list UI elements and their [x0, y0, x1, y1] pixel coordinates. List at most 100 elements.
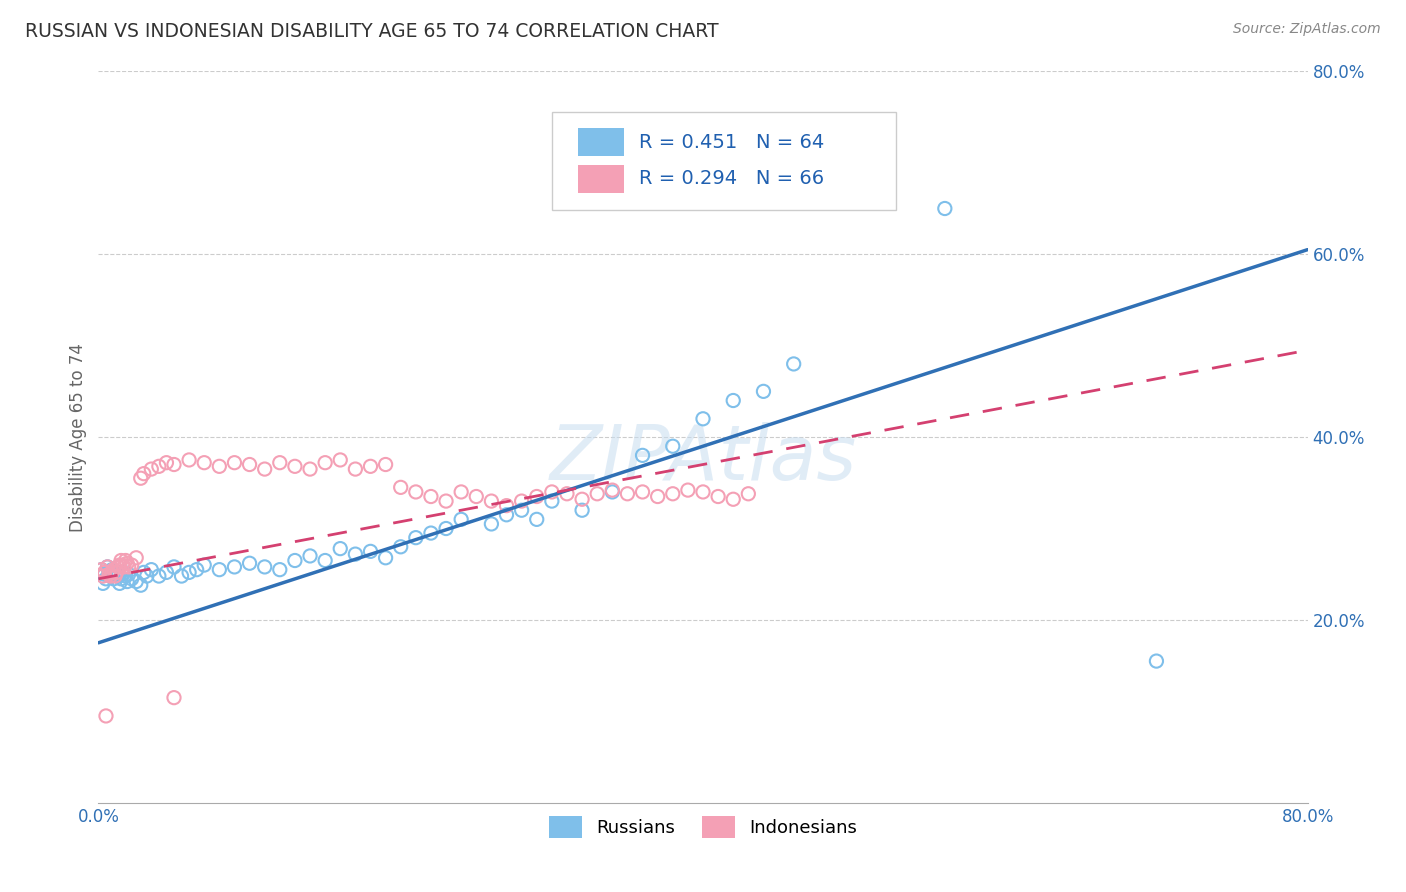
Point	[284, 459, 307, 474]
Point	[420, 526, 443, 541]
Point	[110, 553, 132, 567]
Point	[253, 462, 276, 476]
Point	[94, 572, 117, 586]
Point	[163, 690, 186, 705]
Point	[107, 569, 129, 583]
Point	[155, 456, 177, 470]
Point	[707, 490, 730, 504]
Text: ZIPAtlas: ZIPAtlas	[550, 422, 856, 496]
Point	[495, 499, 517, 513]
Point	[526, 512, 548, 526]
Point	[125, 574, 148, 589]
Point	[269, 456, 291, 470]
Point	[253, 560, 276, 574]
Point	[115, 574, 138, 589]
FancyBboxPatch shape	[578, 165, 624, 193]
Point	[163, 560, 186, 574]
Point	[135, 569, 157, 583]
Point	[91, 569, 114, 583]
Point	[224, 560, 246, 574]
Point	[108, 558, 131, 573]
Point	[114, 569, 136, 583]
Point	[141, 462, 163, 476]
Point	[540, 494, 562, 508]
Point	[121, 558, 143, 573]
Point	[239, 458, 262, 472]
Point	[107, 560, 129, 574]
Point	[1144, 654, 1167, 668]
Point	[179, 453, 201, 467]
Point	[571, 492, 593, 507]
Point	[631, 448, 654, 462]
Point	[465, 490, 488, 504]
Point	[692, 412, 714, 426]
FancyBboxPatch shape	[578, 128, 624, 156]
Point	[148, 569, 170, 583]
Point	[540, 485, 562, 500]
Point	[481, 516, 503, 531]
Point	[100, 569, 122, 583]
Point	[661, 487, 683, 501]
Point	[112, 560, 135, 574]
Point	[344, 547, 367, 561]
Point	[208, 563, 231, 577]
Point	[314, 553, 336, 567]
Y-axis label: Disability Age 65 to 74: Disability Age 65 to 74	[69, 343, 87, 532]
Point	[389, 480, 412, 494]
Point	[224, 456, 246, 470]
Point	[132, 566, 155, 580]
Point	[239, 556, 262, 570]
Point	[510, 503, 533, 517]
Point	[193, 456, 215, 470]
Point	[374, 550, 396, 565]
Point	[450, 512, 472, 526]
Point	[118, 560, 141, 574]
Point	[93, 566, 115, 580]
Point	[434, 521, 457, 535]
Point	[103, 563, 125, 577]
Text: Source: ZipAtlas.com: Source: ZipAtlas.com	[1233, 22, 1381, 37]
Point	[104, 567, 127, 582]
Point	[571, 503, 593, 517]
Point	[90, 563, 112, 577]
Point	[98, 566, 121, 580]
Point	[101, 563, 124, 577]
Point	[420, 490, 443, 504]
Point	[111, 558, 134, 573]
Point	[98, 567, 121, 582]
Point	[495, 508, 517, 522]
Point	[299, 549, 322, 563]
Point	[110, 572, 132, 586]
Point	[179, 566, 201, 580]
Point	[737, 487, 759, 501]
FancyBboxPatch shape	[551, 112, 897, 211]
Point	[647, 490, 669, 504]
Point	[208, 459, 231, 474]
Point	[314, 456, 336, 470]
Point	[104, 569, 127, 583]
Point	[360, 459, 382, 474]
Point	[101, 566, 124, 580]
Text: RUSSIAN VS INDONESIAN DISABILITY AGE 65 TO 74 CORRELATION CHART: RUSSIAN VS INDONESIAN DISABILITY AGE 65 …	[25, 22, 718, 41]
Point	[329, 541, 352, 556]
Point	[121, 572, 143, 586]
Point	[94, 709, 117, 723]
Point	[132, 467, 155, 481]
Point	[129, 471, 152, 485]
Point	[114, 553, 136, 567]
Point	[118, 567, 141, 582]
Point	[91, 576, 114, 591]
Point	[170, 569, 193, 583]
Point	[602, 483, 624, 497]
Point	[405, 485, 427, 500]
Point	[299, 462, 322, 476]
Point	[186, 563, 208, 577]
Point	[723, 393, 745, 408]
Point	[631, 485, 654, 500]
Point	[284, 553, 307, 567]
Point	[108, 576, 131, 591]
Point	[115, 556, 138, 570]
Point	[661, 439, 683, 453]
Point	[676, 483, 699, 497]
Point	[602, 485, 624, 500]
